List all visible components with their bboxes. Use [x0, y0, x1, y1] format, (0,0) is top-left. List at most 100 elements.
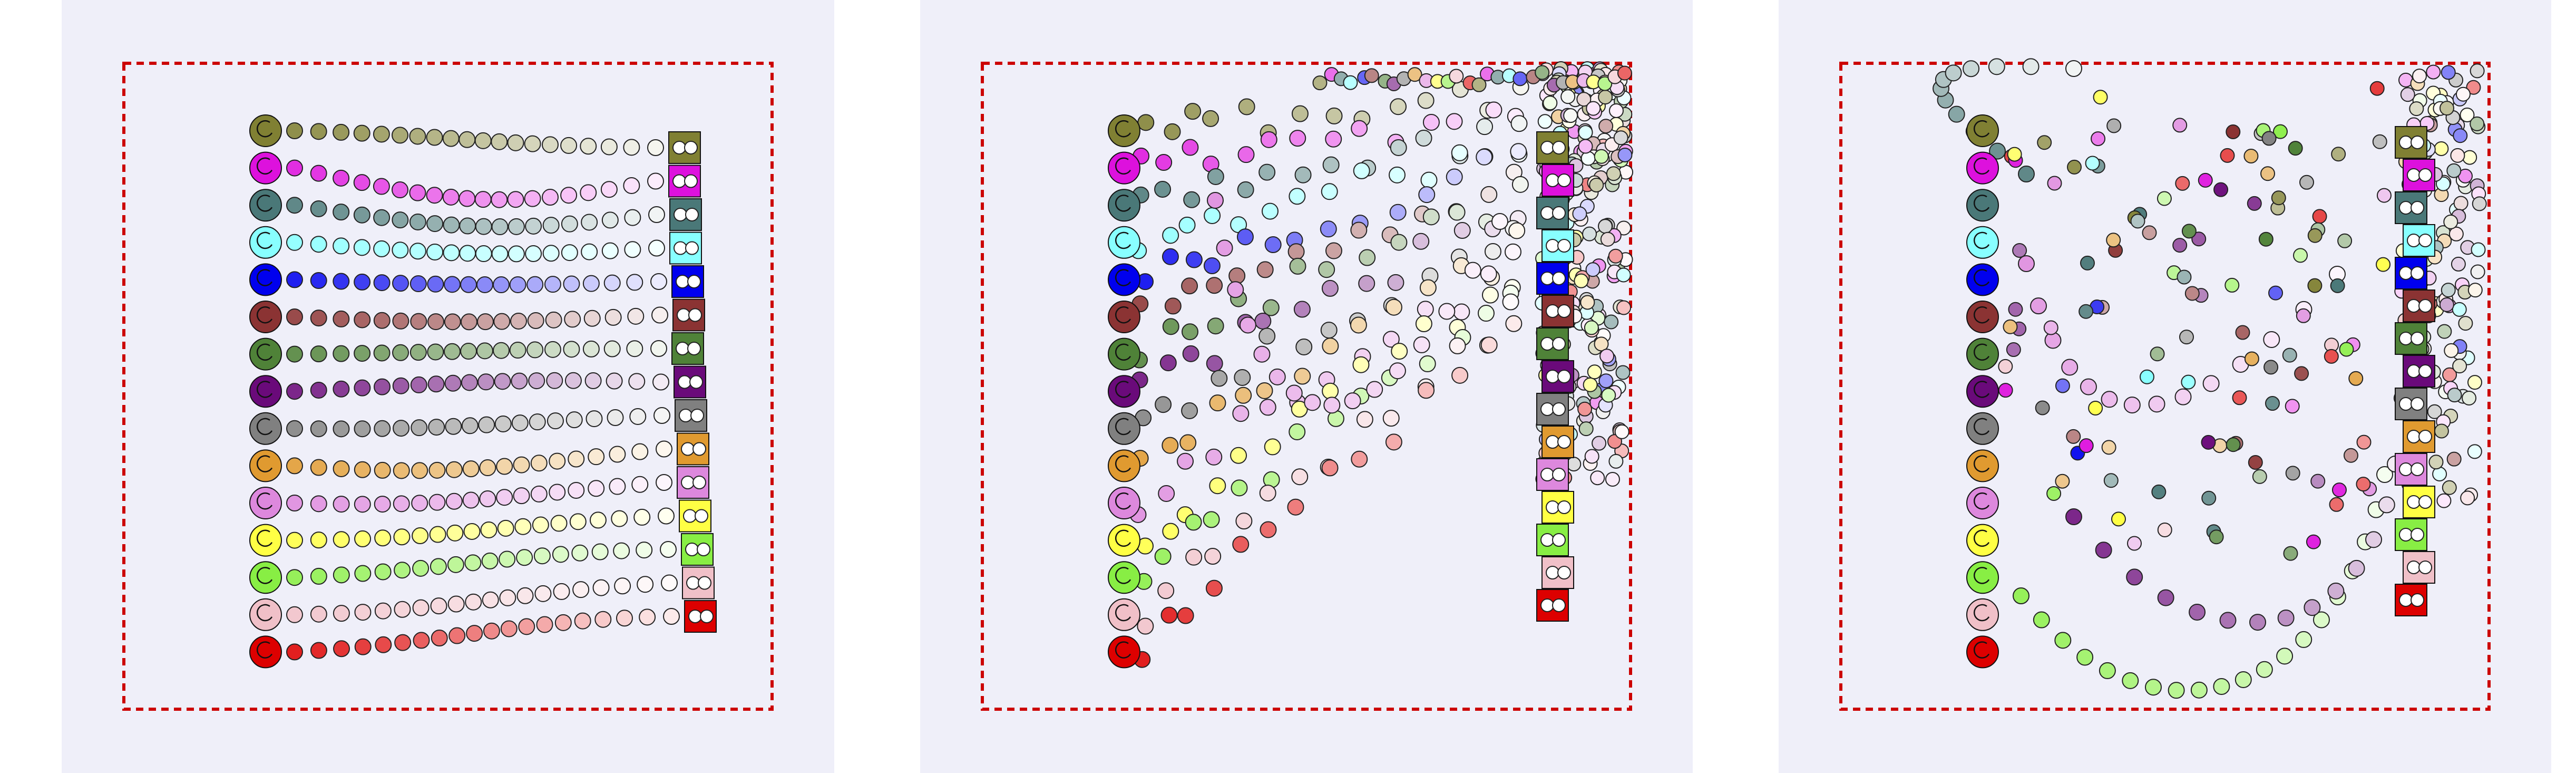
trajectory-dot	[354, 420, 371, 438]
trajectory-12	[286, 541, 677, 586]
trajectory-dot	[426, 215, 444, 233]
agent-position	[2407, 364, 2421, 378]
trajectory-dot	[310, 567, 327, 585]
trajectory-dot	[1351, 450, 1368, 468]
trajectory-dot	[2376, 466, 2393, 483]
trajectory-dot	[2122, 672, 2139, 689]
trajectory-dot	[333, 204, 350, 221]
scatter-dot	[2261, 131, 2277, 146]
trajectory-dot	[609, 478, 626, 495]
cluster-dot	[1576, 92, 1592, 107]
trajectory-dot	[286, 122, 303, 139]
start-glyph	[257, 231, 273, 249]
cluster-dot	[2448, 226, 2464, 241]
trajectory-dot	[639, 608, 656, 626]
trajectory-dot	[410, 313, 427, 330]
cluster-dot	[1605, 471, 1620, 487]
trajectory-dot	[624, 209, 641, 226]
cluster-dot	[1600, 231, 1615, 247]
cluster-dot	[2436, 493, 2452, 508]
panel-1	[62, 0, 834, 773]
trajectory-dot	[442, 188, 460, 206]
agent-position	[2407, 234, 2421, 247]
panel-3	[1779, 0, 2551, 773]
start-circle	[249, 635, 282, 669]
trajectory-dot	[541, 189, 559, 206]
agent-position	[2418, 364, 2432, 378]
trajectory-dot	[1177, 607, 1194, 624]
trajectory-dot	[1162, 523, 1179, 540]
cluster-dot	[1598, 373, 1614, 389]
trajectory-dot	[483, 622, 500, 640]
trajectory-dot	[1183, 191, 1201, 208]
scatter-dot	[2201, 490, 2217, 506]
start-glyph	[1115, 604, 1131, 622]
trajectory-dot	[2378, 496, 2395, 514]
trajectory-dot	[658, 507, 675, 525]
trajectory-dot	[603, 340, 621, 357]
agent-position	[681, 442, 695, 456]
start-glyph	[257, 269, 273, 286]
trajectory-dot	[2018, 255, 2035, 272]
big-swoop-trajectory	[2013, 466, 2393, 699]
trajectory-dot	[333, 310, 350, 327]
scatter-dot	[2372, 134, 2387, 149]
trajectory-dot	[614, 577, 631, 595]
scatter-dot	[2312, 209, 2327, 224]
trajectory-dot	[333, 345, 350, 362]
trajectory-dot	[656, 440, 672, 458]
agent-position	[677, 308, 690, 322]
trajectory-dot	[1352, 356, 1370, 373]
scatter-dot	[2296, 308, 2311, 323]
cluster-dot	[1617, 65, 1632, 81]
scatter-dot	[2055, 378, 2070, 393]
scatter-dot	[2085, 156, 2100, 171]
trajectory-dot	[353, 174, 370, 191]
trajectory-dot	[1321, 183, 1338, 200]
trajectory-dot	[392, 127, 409, 144]
cluster-dot	[2460, 108, 2475, 123]
trajectory-dot	[661, 574, 678, 592]
trajectory-dot	[1502, 293, 1519, 311]
trajectory-dot	[1232, 536, 1250, 553]
agent-position	[1552, 206, 1566, 220]
trajectory-dot	[333, 605, 350, 622]
trajectory-dot	[1205, 579, 1223, 597]
cluster-dot	[2434, 423, 2449, 439]
trajectory-dot	[310, 642, 327, 659]
cluster-dot	[2462, 390, 2477, 405]
scatter-dot	[2376, 257, 2391, 272]
trajectory-dot	[532, 516, 549, 534]
trajectory-dot	[527, 312, 544, 330]
trajectory-dot	[569, 513, 587, 530]
trajectory-dot	[1162, 318, 1179, 335]
start-circle	[249, 301, 282, 333]
trajectory-dot	[650, 273, 667, 290]
agent-position	[685, 543, 699, 556]
trajectory-dot	[409, 344, 427, 361]
trajectory-14	[286, 608, 680, 661]
agent-position	[1546, 370, 1559, 383]
agent-position	[1557, 370, 1571, 383]
trajectory-dot	[286, 495, 303, 511]
cluster-dot	[1590, 470, 1605, 486]
trajectory-dot	[563, 275, 580, 293]
trajectory-dot	[544, 276, 561, 293]
trajectory-dot	[568, 450, 585, 468]
start-glyph	[257, 529, 273, 547]
start-circle	[1108, 151, 1140, 185]
trajectory-dot	[584, 372, 602, 390]
cluster-dot	[2437, 324, 2452, 339]
scatter-dot	[2157, 522, 2172, 537]
trajectory-dot	[353, 239, 370, 256]
cluster-dot	[1597, 219, 1613, 234]
trajectory-dot	[310, 272, 327, 289]
scatter-dot	[2248, 455, 2263, 470]
purple-swoop-trajectory	[2065, 456, 2404, 631]
cluster-dot	[1513, 71, 1528, 86]
trajectory-dot	[550, 515, 568, 532]
cluster-dot	[1608, 453, 1624, 469]
scatter-dot	[2127, 536, 2142, 551]
trajectory-dot	[461, 374, 478, 391]
trajectory-dot	[286, 606, 303, 623]
